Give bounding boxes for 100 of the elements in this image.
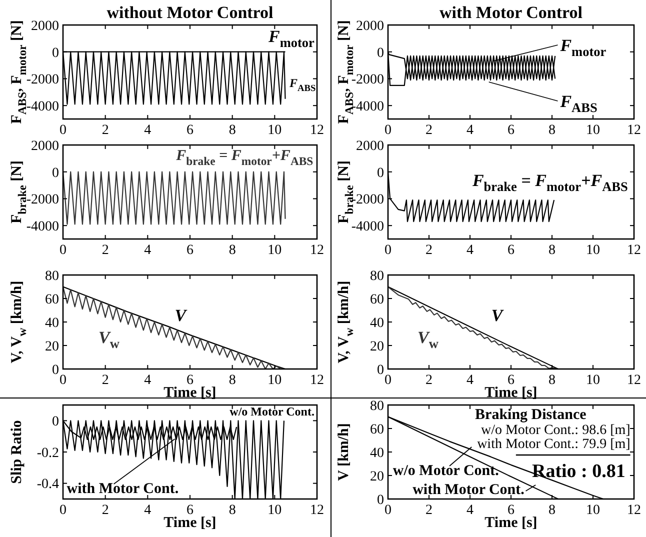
x-tick-label: 12	[310, 243, 324, 258]
x-tick-label: 6	[508, 243, 514, 258]
y-tick-label: 2000	[31, 18, 59, 34]
y-tick-label: 20	[370, 339, 384, 354]
x-tick-label: 8	[548, 373, 556, 388]
chart-title: with Motor Control	[440, 3, 583, 22]
x-tick-label: 12	[627, 373, 641, 388]
x-tick-label: 2	[426, 373, 432, 388]
y-tick-label: -2000	[26, 192, 59, 208]
y-tick-label: -0.4	[36, 477, 59, 492]
y-tick-label: 0	[52, 46, 59, 61]
x-tick-label: 8	[228, 373, 236, 388]
x-tick-label: 6	[508, 373, 514, 388]
x-tick-label: 2	[102, 373, 109, 388]
x-tick-label: 6	[186, 243, 194, 258]
x-tick-label: 4	[144, 503, 152, 518]
x-tick-label: 12	[310, 503, 324, 518]
x-tick-label: 2	[426, 123, 432, 138]
y-tick-label: -4000	[26, 219, 59, 234]
x-tick-label: 2	[426, 243, 432, 258]
annotation: Ratio : 0.81	[532, 461, 626, 482]
y-tick-label: 2000	[356, 138, 384, 154]
series-label: V	[491, 306, 504, 325]
x-tick-label: 8	[548, 123, 556, 138]
x-tick-label: 10	[268, 123, 282, 138]
x-tick-label: 10	[586, 123, 600, 138]
y-tick-label: 40	[45, 316, 59, 331]
x-tick-label: 6	[186, 503, 194, 518]
x-tick-label: 12	[310, 123, 324, 138]
legend-label: F$_{motor}$	[559, 36, 606, 60]
series-label: F$_{brake}$ = F$_{motor}$+F$_{ABS}$	[175, 148, 314, 168]
x-axis-title: Time [s]	[484, 515, 538, 531]
y-tick-label: 20	[45, 339, 59, 354]
x-tick-label: 10	[586, 373, 600, 388]
x-tick-label: 6	[186, 123, 194, 138]
x-tick-label: 8	[228, 243, 236, 258]
legend-label: w/o Motor Cont.	[392, 463, 500, 479]
x-tick-label: 2	[426, 503, 432, 518]
x-tick-label: 2	[102, 123, 109, 138]
x-tick-label: 12	[627, 123, 641, 138]
y-tick-label: 0	[52, 166, 59, 181]
x-tick-label: 4	[466, 373, 474, 388]
x-tick-label: 8	[548, 503, 556, 518]
y-tick-label: 2000	[356, 18, 384, 34]
annotation: Braking Distance	[475, 407, 587, 423]
x-tick-label: 12	[627, 503, 641, 518]
x-tick-label: 4	[144, 123, 152, 138]
series-label: V$_{w}$	[98, 328, 120, 352]
annotation: with Motor Cont.: 79.9 [m]	[477, 437, 630, 452]
x-tick-label: 10	[268, 503, 282, 518]
y-tick-label: 60	[370, 292, 384, 308]
y-tick-label: 40	[370, 316, 384, 331]
x-axis-title: Time [s]	[164, 515, 216, 531]
y-tick-label: 0	[52, 362, 59, 378]
x-tick-label: 8	[548, 243, 556, 258]
x-tick-label: 2	[102, 243, 109, 258]
x-tick-label: 10	[268, 243, 282, 258]
series-label: V$_{w}$	[418, 328, 439, 352]
y-tick-label: 0	[377, 362, 384, 378]
y-tick-label: -4000	[26, 99, 59, 114]
annotation: w/o Motor Cont.: 98.6 [m]	[480, 423, 630, 438]
y-tick-label: 80	[370, 268, 384, 284]
legend-label: F$_{ABS}$	[288, 76, 316, 94]
y-tick-label: 0	[377, 492, 384, 508]
y-tick-label: 0	[52, 414, 59, 430]
legend-label: F$_{motor}$	[268, 27, 315, 50]
x-tick-label: 2	[102, 503, 109, 518]
x-tick-label: 8	[228, 123, 236, 138]
y-tick-label: -0.2	[36, 446, 59, 461]
y-tick-label: 2000	[31, 138, 59, 154]
x-tick-label: 10	[268, 373, 282, 388]
y-axis-title: V [km/h]	[336, 423, 352, 481]
legend-label: F$_{ABS}$	[559, 92, 598, 116]
y-tick-label: 20	[370, 469, 384, 484]
text: with Motor Cont.	[66, 481, 179, 497]
x-tick-label: 10	[586, 503, 600, 518]
y-tick-label: 40	[370, 446, 384, 461]
y-tick-label: 60	[45, 292, 59, 308]
x-tick-label: 4	[144, 243, 152, 258]
y-tick-label: 60	[370, 422, 384, 438]
legend-label: F$_{brake}$ = F$_{motor}$+F$_{ABS}$	[471, 171, 628, 194]
x-tick-label: 12	[627, 243, 641, 258]
series-label: V	[174, 306, 188, 325]
x-tick-label: 8	[228, 503, 236, 518]
x-tick-label: 6	[508, 123, 514, 138]
y-tick-label: -4000	[351, 219, 384, 234]
y-tick-label: -2000	[26, 72, 59, 88]
legend-label: w/o Motor Cont.	[230, 404, 314, 418]
x-tick-label: 10	[586, 243, 600, 258]
x-tick-label: 6	[508, 503, 514, 518]
y-tick-label: 80	[45, 268, 59, 284]
chart-title: without Motor Control	[106, 3, 274, 22]
x-tick-label: 4	[144, 373, 152, 388]
y-tick-label: 0	[377, 166, 384, 181]
x-tick-label: 6	[186, 373, 194, 388]
series-label: with Motor Cont.	[412, 482, 525, 498]
x-tick-label: 4	[466, 503, 474, 518]
x-tick-label: 12	[310, 373, 324, 388]
y-axis-title: Slip Ratio	[9, 420, 25, 484]
y-tick-label: 80	[370, 398, 384, 414]
